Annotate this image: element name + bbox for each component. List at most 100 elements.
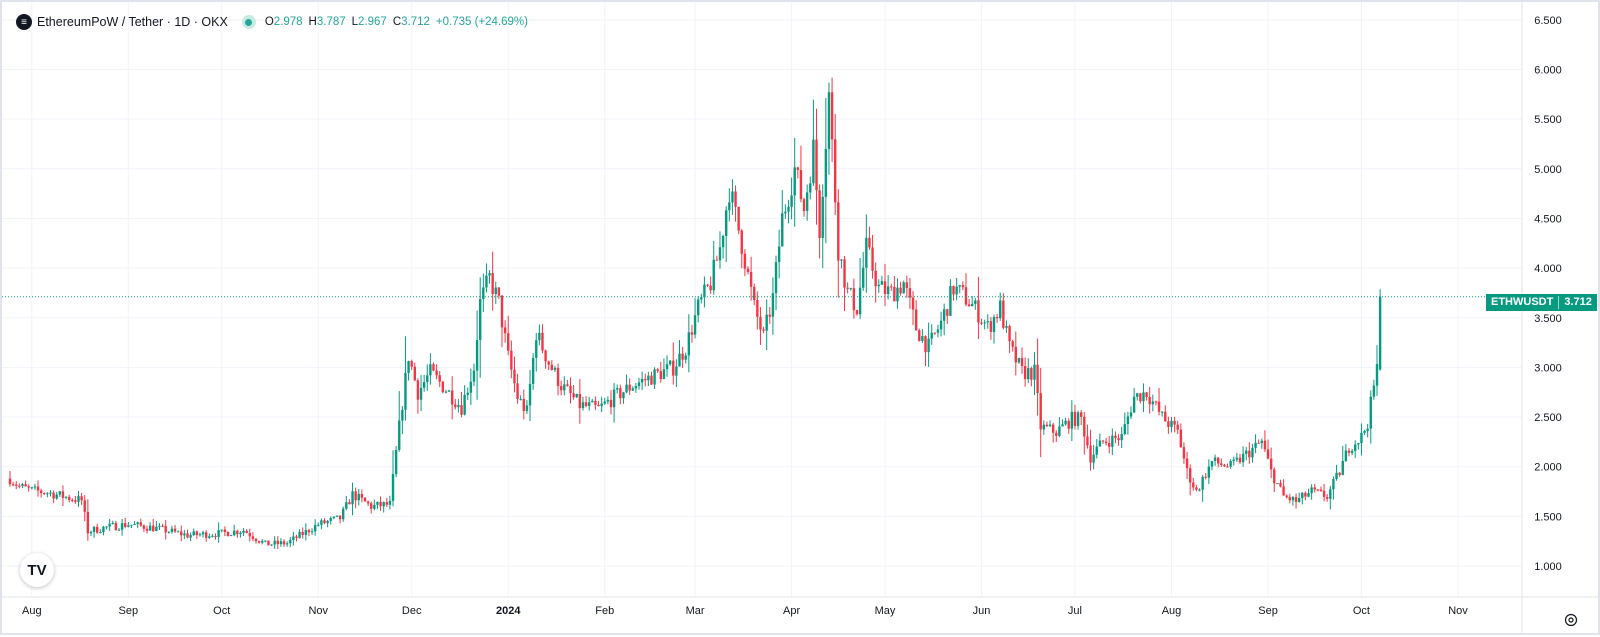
symbol-title[interactable]: EthereumPoW / Tether · 1D · OKX (37, 15, 228, 29)
candle (933, 332, 937, 335)
candle (363, 497, 367, 502)
candle (1055, 430, 1058, 442)
candle (475, 310, 479, 400)
candle (1164, 405, 1167, 422)
candle (494, 281, 497, 304)
candle (1241, 446, 1245, 467)
candle (189, 532, 192, 542)
candle (777, 229, 781, 279)
candle (1061, 419, 1064, 427)
candle (1014, 331, 1017, 376)
candle (865, 214, 868, 293)
candle (600, 396, 603, 413)
candle (967, 299, 971, 307)
candle (1142, 383, 1145, 412)
candle (192, 528, 195, 537)
candle (1254, 434, 1257, 454)
candle (868, 226, 871, 250)
candle (1136, 392, 1139, 401)
y-tick-label: 6.000 (1534, 65, 1562, 77)
candle (1089, 429, 1092, 471)
candle (799, 145, 803, 203)
candle (89, 530, 93, 537)
candle (99, 529, 102, 534)
candle (796, 166, 800, 179)
x-tick-label: Jun (973, 605, 991, 617)
candle (768, 306, 771, 325)
candle (787, 199, 790, 224)
candle (301, 527, 304, 539)
candle (556, 363, 560, 396)
candle (279, 538, 283, 547)
candle (341, 506, 345, 522)
candle (1076, 410, 1080, 430)
candle (1073, 404, 1077, 430)
candle (902, 280, 905, 294)
candle (958, 284, 961, 294)
market-status-icon[interactable] (241, 15, 256, 29)
candle (815, 108, 818, 225)
candle (410, 359, 413, 371)
ohlc-change: +0.735 (+24.69%) (435, 16, 528, 28)
tradingview-logo[interactable]: TV (20, 553, 54, 587)
candle (43, 492, 46, 495)
candle (821, 184, 824, 269)
candle (1338, 472, 1341, 477)
price-tag-divider (1558, 296, 1560, 309)
candle (233, 524, 236, 537)
candle (1235, 452, 1239, 462)
candle (323, 518, 326, 525)
candle (634, 383, 638, 393)
candle (684, 352, 687, 364)
candle (1192, 477, 1195, 491)
candle (105, 526, 108, 530)
candle (15, 481, 18, 490)
y-tick-label: 3.500 (1534, 313, 1562, 325)
candle (1045, 421, 1049, 428)
candle (1266, 439, 1270, 460)
candle (924, 335, 927, 367)
candle (1036, 338, 1039, 416)
candle (313, 519, 317, 536)
candle (510, 340, 513, 379)
gear-icon[interactable] (1564, 613, 1578, 627)
candle (401, 406, 404, 435)
candle (1269, 447, 1273, 479)
candle (809, 176, 812, 200)
candle (1223, 463, 1226, 467)
ethw-coin-icon: ≡ (16, 14, 32, 30)
candle (310, 528, 314, 535)
candle (1282, 479, 1285, 496)
candle (855, 309, 859, 316)
candle (354, 487, 357, 509)
candle (961, 281, 965, 291)
candle (1167, 416, 1170, 434)
candle (696, 296, 700, 323)
candle (1185, 451, 1189, 480)
candle (519, 395, 522, 401)
candle (482, 273, 485, 313)
candle (1276, 483, 1279, 485)
candle (1079, 409, 1083, 426)
candle (382, 501, 385, 513)
candle (1154, 400, 1158, 406)
candle (152, 518, 155, 532)
x-tick-label: Dec (402, 605, 422, 617)
candle (1039, 367, 1042, 458)
candle (1051, 422, 1055, 443)
candle (1132, 388, 1136, 414)
candle (1092, 444, 1095, 470)
candle (1232, 456, 1235, 466)
candle (466, 387, 469, 401)
price-tag-symbol: ETHWUSDT (1491, 296, 1554, 308)
candle (886, 275, 890, 300)
candle (329, 516, 332, 525)
candle (217, 522, 220, 543)
candle (559, 380, 563, 396)
candle (628, 378, 631, 395)
candle (622, 391, 625, 404)
candle (83, 495, 86, 522)
candle (774, 255, 778, 311)
candle (1095, 439, 1098, 459)
